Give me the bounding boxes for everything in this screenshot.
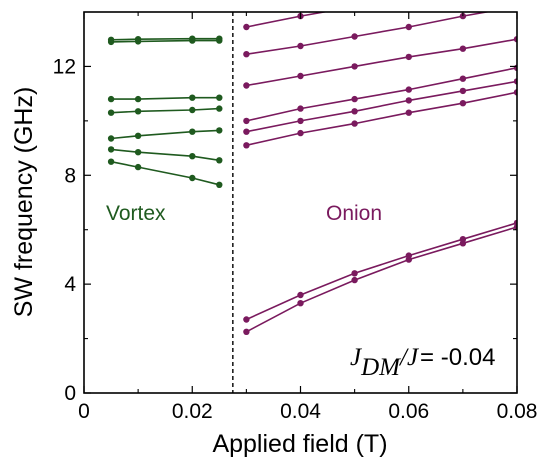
data-point [405,86,412,93]
data-point [216,127,223,134]
data-point [405,23,412,31]
data-point [243,82,250,89]
x-tick-label: 0.06 [388,400,429,423]
data-point [405,53,412,61]
y-tick-label: 12 [53,55,76,78]
series-line-vortex-1 [111,148,220,162]
data-point [107,146,115,153]
data-point [243,51,250,58]
data-point [459,75,467,82]
annotation-value: = -0.04 [420,344,495,371]
data-point [107,109,115,116]
data-point [216,105,223,112]
annotation-symbol: J [350,344,363,371]
data-point [351,3,357,9]
data-point [351,33,358,40]
data-point [216,181,223,188]
data-point [459,45,467,52]
series-line-onion-14 [246,12,329,28]
data-point [351,63,358,70]
series-line-vortex-4 [111,96,220,100]
x-tick-label: 0.02 [172,400,213,423]
data-point [189,35,196,42]
series-line-onion-10 [246,80,517,133]
data-point [243,328,250,335]
series-layer [107,3,520,335]
data-point [297,72,304,80]
x-tick-label: 0.08 [497,400,538,423]
axis-tick-labels: 0 0.02 0.04 0.06 0.08 0 4 8 12 [53,55,538,423]
data-point [405,109,412,116]
data-point [297,129,304,137]
data-point [297,105,304,112]
series-line-vortex-0 [110,160,220,186]
data-point [134,149,142,156]
region-label-vortex: Vortex [106,202,166,225]
data-point [297,117,304,125]
series-line-onion-13 [246,12,491,55]
data-point [216,94,223,101]
data-point [189,153,196,160]
data-point [351,120,358,127]
series-line-vortex-5 [111,39,220,43]
data-point [189,128,196,135]
series-line-onion-8 [246,222,517,321]
series-line-onion-7 [246,226,517,333]
data-point [243,316,250,323]
data-point [216,35,223,42]
data-point [243,23,250,31]
data-point [351,276,358,284]
data-point [107,36,115,43]
data-point [243,128,250,135]
axis-ticks [83,12,518,394]
dmi-ratio-annotation: JDM/J= -0.04 [350,344,495,381]
data-point [351,95,358,103]
data-point [189,106,196,114]
data-point [297,42,304,50]
data-point [134,95,142,103]
y-axis-title: SW frequency (GHz) [10,87,38,318]
data-point [243,142,250,149]
data-point [107,135,115,142]
series-line-onion-12 [246,38,517,87]
data-point [216,157,223,164]
y-tick-label: 8 [64,164,76,187]
data-point [107,95,115,103]
data-point [514,3,520,9]
data-point [134,36,142,43]
data-point [405,252,412,259]
region-label-onion: Onion [326,202,382,225]
series-line-onion-11 [246,67,517,122]
data-point [351,108,358,115]
data-point [189,94,196,101]
data-point [405,97,412,104]
data-point [297,300,304,307]
series-line-vortex-3 [111,107,220,114]
data-point [459,12,467,20]
series-line-vortex-2 [111,129,220,140]
annotation-ratio: /J [398,344,420,371]
data-point [134,132,142,139]
data-point [297,291,304,299]
data-point [189,174,196,182]
data-point [459,100,467,107]
data-point [459,87,467,95]
data-point [243,117,250,125]
y-tick-label: 4 [64,273,76,296]
data-point [134,108,142,115]
x-tick-label: 0 [78,400,90,423]
y-tick-label: 0 [64,382,76,405]
data-point [107,158,115,165]
data-point [459,236,467,243]
x-axis-title: Applied field (T) [212,430,387,458]
data-point [134,163,142,171]
x-tick-label: 0.04 [280,400,321,423]
annotation-subscript: DM [360,354,401,381]
series-line-vortex-6 [111,37,220,41]
data-point [351,270,358,277]
series-line-onion-9 [246,91,517,147]
